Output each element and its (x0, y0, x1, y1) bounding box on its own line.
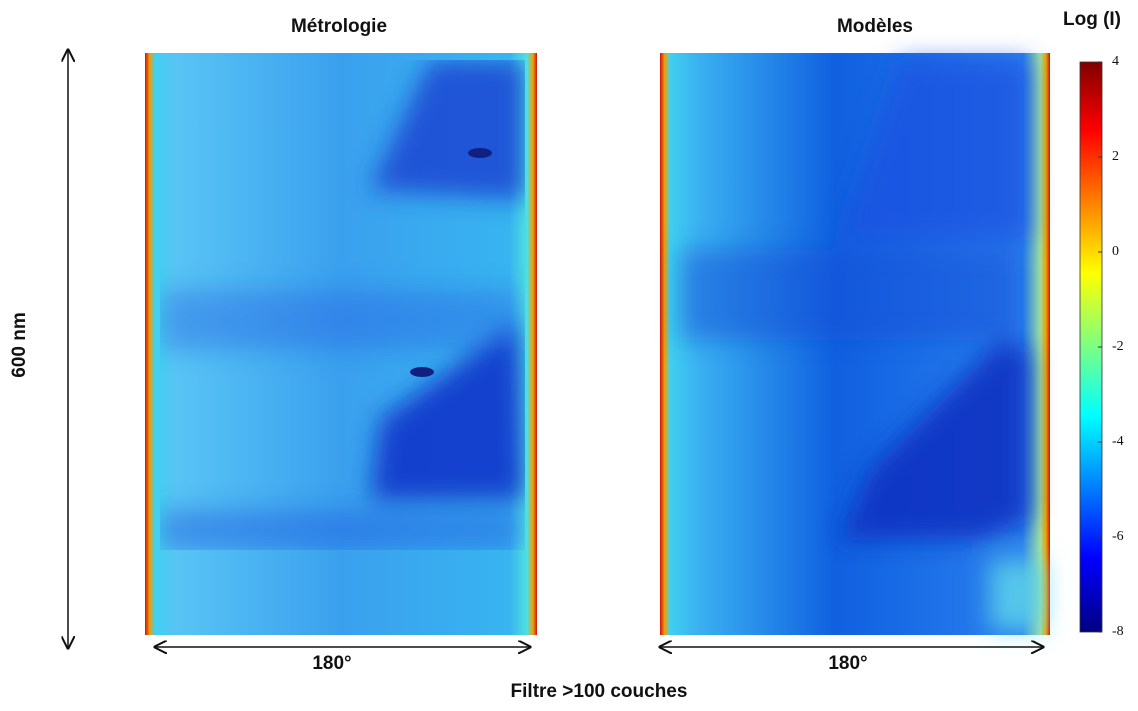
heatmap (660, 53, 1050, 635)
tick-label: 2 (1112, 149, 1119, 164)
tick-label: -2 (1112, 339, 1124, 354)
panel-title: Modèles (837, 16, 913, 37)
tick-label: 4 (1112, 54, 1119, 69)
tick-label: -6 (1112, 529, 1124, 544)
colorbar-ticks: 4 2 0 -2 -4 -6 -8 (1098, 54, 1124, 639)
colorbar-title: Log (I) (1063, 9, 1121, 30)
tick-label: 0 (1112, 244, 1119, 259)
tick-label: -4 (1112, 434, 1124, 449)
panel-title: Métrologie (291, 16, 387, 37)
panel-x-label: 180° (828, 653, 867, 674)
x-label: Filtre >100 couches (511, 681, 688, 702)
tick-label: -8 (1112, 624, 1124, 639)
panel-x-label: 180° (312, 653, 351, 674)
heatmap (145, 53, 537, 635)
y-label: 600 nm (9, 312, 30, 377)
